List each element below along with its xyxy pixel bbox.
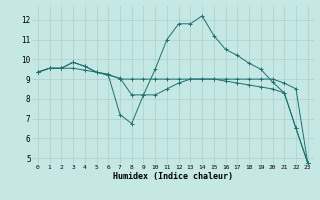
X-axis label: Humidex (Indice chaleur): Humidex (Indice chaleur) <box>113 172 233 181</box>
